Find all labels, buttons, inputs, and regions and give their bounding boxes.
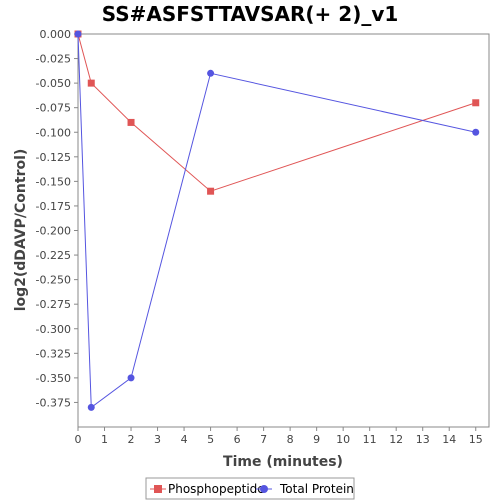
data-point-square (472, 99, 480, 107)
plot-area (77, 33, 490, 428)
x-tick-label: 5 (207, 433, 214, 446)
x-axis: 0 1 2 3 4 5 6 7 8 9 10 11 12 13 14 15 (75, 427, 483, 446)
y-axis-label: log2(dDAVP/Control) (13, 149, 29, 312)
y-tick-label: -0.100 (36, 126, 71, 139)
y-tick-label: -0.075 (36, 102, 71, 115)
y-tick-label: -0.325 (36, 347, 71, 360)
data-point-circle (207, 69, 215, 77)
x-tick-label: 12 (389, 433, 403, 446)
data-point-circle (127, 374, 135, 382)
x-tick-label: 11 (363, 433, 377, 446)
y-tick-label: -0.200 (36, 225, 71, 238)
x-tick-label: 0 (75, 433, 82, 446)
x-tick-label: 8 (287, 433, 294, 446)
x-tick-label: 4 (181, 433, 188, 446)
data-point-square (127, 118, 135, 126)
y-axis: 0.000 -0.025 -0.050 -0.075 -0.100 -0.125 -0.15… (36, 28, 78, 409)
data-point-square (87, 79, 95, 87)
y-tick-label: -0.350 (36, 372, 71, 385)
x-tick-label: 1 (101, 433, 108, 446)
x-axis-label: Time (minutes) (223, 454, 343, 470)
data-point-square (207, 187, 215, 195)
data-point-circle (472, 128, 480, 136)
y-tick-label: -0.150 (36, 175, 71, 188)
y-tick-label: -0.375 (36, 396, 71, 409)
y-tick-label: -0.275 (36, 298, 71, 311)
x-tick-label: 9 (313, 433, 320, 446)
legend: Phosphopeptide Total Protein (145, 477, 355, 500)
series-layer (74, 30, 480, 411)
y-tick-label: -0.175 (36, 200, 71, 213)
legend-label: Phosphopeptide (168, 482, 265, 496)
y-tick-label: -0.125 (36, 151, 71, 164)
y-tick-label: 0.000 (40, 28, 72, 41)
x-tick-label: 3 (154, 433, 161, 446)
x-tick-label: 14 (442, 433, 456, 446)
y-tick-label: -0.250 (36, 274, 71, 287)
chart-title: SS#ASFSTTAVSAR(+ 2)_v1 (102, 2, 399, 26)
legend-label: Total Protein (279, 482, 354, 496)
y-tick-label: -0.300 (36, 323, 71, 336)
y-tick-label: -0.225 (36, 249, 71, 262)
x-tick-label: 13 (416, 433, 430, 446)
data-point-circle (87, 403, 95, 411)
x-tick-label: 15 (469, 433, 483, 446)
legend-box (145, 477, 355, 500)
x-tick-label: 10 (336, 433, 350, 446)
data-point-circle (74, 30, 82, 38)
legend-marker-circle (260, 485, 268, 493)
y-tick-label: -0.050 (36, 77, 71, 90)
x-tick-label: 7 (260, 433, 267, 446)
x-tick-label: 6 (234, 433, 241, 446)
x-tick-label: 2 (128, 433, 135, 446)
y-tick-label: -0.025 (36, 53, 71, 66)
legend-marker-square (154, 485, 162, 493)
